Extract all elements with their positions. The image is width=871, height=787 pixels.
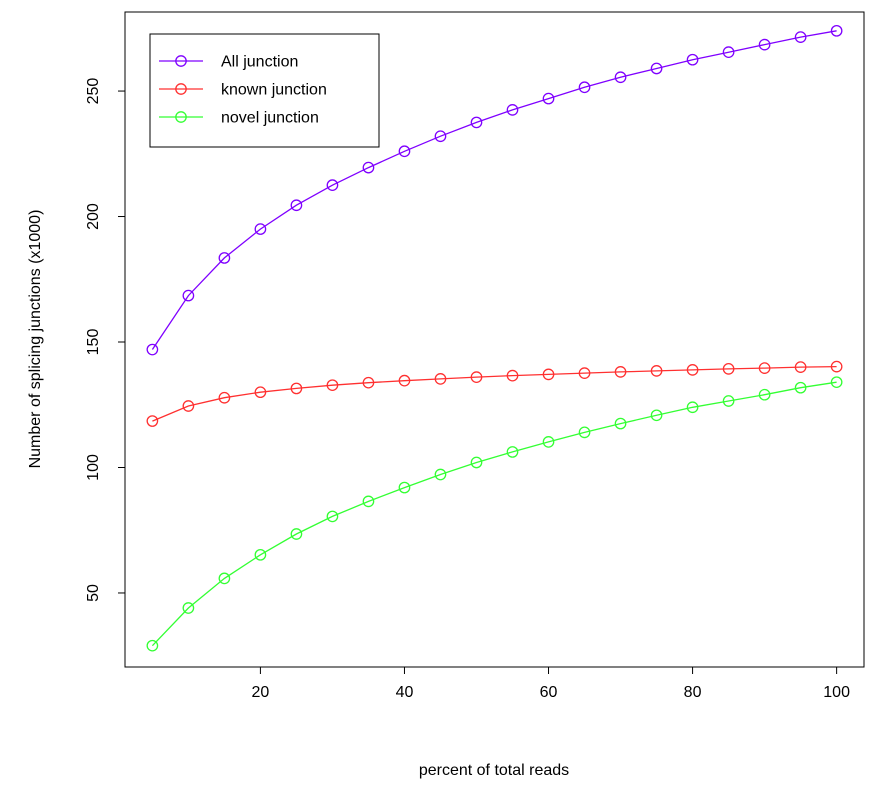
data-point-known-junction <box>218 391 231 404</box>
data-point-novel-junction <box>794 381 807 394</box>
x-axis-label: percent of total reads <box>419 762 569 779</box>
data-point-all-junction <box>578 81 591 94</box>
data-point-known-junction <box>146 415 159 427</box>
x-tick-label: 60 <box>540 684 558 701</box>
data-point-novel-junction <box>614 417 627 430</box>
series-novel-junction <box>146 376 843 652</box>
legend-label: novel junction <box>221 110 319 127</box>
data-point-all-junction <box>722 46 735 59</box>
legend-item-all-junction: All junction <box>159 54 298 71</box>
legend-item-novel-junction: novel junction <box>159 110 319 127</box>
data-point-known-junction <box>290 382 303 395</box>
data-point-novel-junction <box>650 409 663 422</box>
data-point-all-junction <box>434 130 447 143</box>
data-point-known-junction <box>398 374 411 387</box>
data-point-known-junction <box>362 376 375 389</box>
data-point-known-junction <box>614 366 627 378</box>
y-tick-label: 50 <box>85 584 102 602</box>
x-tick-label: 40 <box>396 684 414 701</box>
y-tick-label: 100 <box>85 454 102 481</box>
data-point-novel-junction <box>758 388 771 401</box>
legend: All junction known junction novel junction <box>149 33 380 148</box>
x-axis: 20 40 60 80 100 <box>252 666 850 701</box>
data-point-novel-junction <box>362 495 375 508</box>
data-point-known-junction <box>650 365 663 377</box>
data-point-known-junction <box>830 360 843 373</box>
data-point-known-junction <box>506 369 519 382</box>
data-point-known-junction <box>434 373 447 385</box>
data-point-known-junction <box>182 400 195 412</box>
legend-item-known-junction: known junction <box>159 82 327 99</box>
data-point-known-junction <box>758 362 771 374</box>
data-point-all-junction <box>614 71 627 84</box>
legend-label: All junction <box>221 54 298 71</box>
legend-label: known junction <box>221 82 327 99</box>
data-point-all-junction <box>794 31 807 43</box>
data-point-known-junction <box>254 386 267 399</box>
data-point-novel-junction <box>686 401 699 414</box>
y-tick-label: 250 <box>85 78 102 105</box>
legend-marker <box>175 83 187 95</box>
series-all-junction <box>146 24 843 356</box>
data-point-all-junction <box>326 179 339 192</box>
series-layer <box>146 24 843 652</box>
y-tick-label: 150 <box>85 329 102 356</box>
data-point-all-junction <box>182 289 195 302</box>
data-point-all-junction <box>830 24 843 37</box>
data-point-known-junction <box>542 368 555 381</box>
data-point-novel-junction <box>182 602 195 614</box>
data-point-known-junction <box>722 363 735 375</box>
data-point-all-junction <box>218 252 231 264</box>
data-point-novel-junction <box>326 510 339 523</box>
data-point-all-junction <box>686 53 699 66</box>
data-point-novel-junction <box>254 548 267 561</box>
series-line-novel-junction <box>151 381 837 647</box>
data-point-novel-junction <box>290 528 303 540</box>
data-point-novel-junction <box>470 456 483 469</box>
data-point-all-junction <box>506 104 519 116</box>
data-point-known-junction <box>326 379 339 392</box>
x-tick-label: 20 <box>252 684 270 701</box>
data-point-all-junction <box>542 92 555 105</box>
y-axis: 50 100 150 200 250 <box>85 78 126 602</box>
data-point-novel-junction <box>506 446 519 458</box>
data-point-all-junction <box>362 161 375 174</box>
legend-marker <box>175 111 187 123</box>
legend-box <box>149 33 380 148</box>
data-point-novel-junction <box>722 395 735 407</box>
data-point-all-junction <box>290 199 303 212</box>
data-point-novel-junction <box>434 468 447 481</box>
data-point-all-junction <box>254 223 267 235</box>
x-tick-label: 80 <box>684 684 702 701</box>
legend-marker <box>175 55 187 67</box>
y-axis-label: Number of splicing junctions (x1000) <box>27 210 44 469</box>
series-line-known-junction <box>152 365 837 422</box>
data-point-all-junction <box>470 116 483 129</box>
data-point-all-junction <box>758 38 771 51</box>
data-point-all-junction <box>650 62 663 75</box>
data-point-novel-junction <box>830 376 843 389</box>
data-point-novel-junction <box>398 481 411 494</box>
series-known-junction <box>146 360 843 427</box>
data-point-all-junction <box>398 145 411 158</box>
data-point-novel-junction <box>218 572 231 585</box>
data-point-novel-junction <box>578 426 591 439</box>
data-point-known-junction <box>686 364 699 376</box>
series-line-all-junction <box>151 30 837 350</box>
data-point-novel-junction <box>542 436 555 448</box>
y-tick-label: 200 <box>85 203 102 230</box>
data-point-known-junction <box>578 367 591 379</box>
data-point-known-junction <box>794 361 807 373</box>
data-point-all-junction <box>146 343 159 356</box>
data-point-novel-junction <box>146 639 159 652</box>
data-point-known-junction <box>470 371 483 383</box>
x-tick-label: 100 <box>823 684 850 701</box>
